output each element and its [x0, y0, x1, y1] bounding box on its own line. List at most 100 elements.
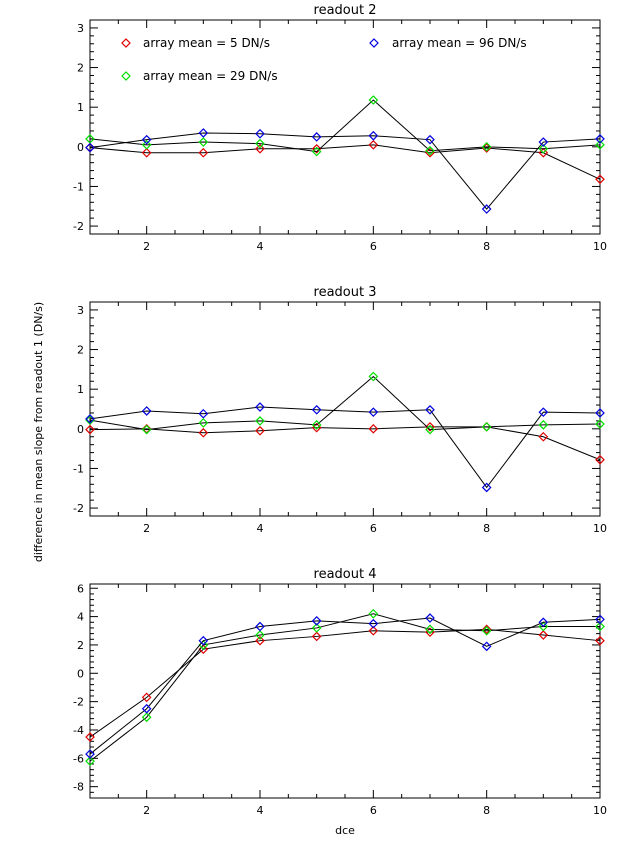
- data-point: [538, 630, 549, 640]
- data-point: [481, 625, 492, 636]
- data-point: [425, 134, 435, 145]
- legend-item-96dns: array mean = 96 DN/s: [369, 36, 527, 50]
- plot-frame: [89, 19, 601, 235]
- y-tick-label: -2: [73, 220, 84, 233]
- series-line: [89, 426, 601, 461]
- data-point: [198, 427, 209, 438]
- data-point: [255, 635, 265, 646]
- x-tick-label: 6: [370, 804, 377, 817]
- data-point: [85, 414, 95, 424]
- data-point: [311, 615, 322, 626]
- data-point: [368, 95, 379, 105]
- series-line: [89, 99, 601, 153]
- x-tick-label: 6: [370, 240, 377, 253]
- data-point: [255, 425, 265, 436]
- data-point: [141, 692, 152, 703]
- data-point: [368, 130, 379, 141]
- data-point: [311, 143, 322, 154]
- data-point: [538, 621, 549, 632]
- x-tick-label: 2: [143, 522, 150, 535]
- x-tick-label: 10: [593, 804, 607, 817]
- data-point: [255, 630, 265, 640]
- y-tick-label: 4: [77, 611, 84, 624]
- data-point: [481, 204, 492, 214]
- series-line: [89, 406, 601, 489]
- data-point: [538, 137, 549, 147]
- data-point: [198, 137, 209, 147]
- legend-item-29dns: array mean = 29 DN/s: [121, 69, 278, 83]
- data-point: [368, 618, 379, 629]
- y-tick-label: 3: [77, 304, 84, 317]
- data-point: [311, 631, 322, 642]
- series-line: [89, 628, 601, 738]
- data-point: [595, 621, 605, 632]
- legend-marker-96dns: [369, 38, 379, 48]
- y-tick-label: 2: [77, 639, 84, 652]
- data-point: [85, 732, 95, 742]
- legend-marker-29dns: [121, 71, 131, 81]
- panel-3: readout 3 2 4 6 8 10 -2 -1 0 1 2 3: [73, 285, 607, 535]
- x-tick-label: 6: [370, 522, 377, 535]
- legend-marker-5dns: [121, 38, 131, 48]
- data-point: [141, 406, 152, 416]
- data-point: [141, 134, 152, 145]
- legend-label-5dns: array mean = 5 DN/s: [143, 36, 270, 50]
- y-tick-label: 0: [77, 141, 84, 154]
- data-point: [368, 423, 379, 434]
- data-point: [481, 482, 492, 493]
- data-point: [538, 143, 549, 154]
- plot-frame: [89, 301, 601, 517]
- series-line: [89, 613, 600, 762]
- data-point: [141, 147, 152, 158]
- data-point: [255, 128, 265, 139]
- y-tick-label: -2: [73, 502, 84, 515]
- data-point: [595, 614, 605, 625]
- data-point: [311, 146, 322, 157]
- legend: array mean = 5 DN/s array mean = 96 DN/s…: [121, 36, 527, 83]
- x-axis-label: dce: [335, 824, 355, 837]
- y-tick-label: -2: [73, 696, 84, 709]
- data-point: [85, 142, 95, 153]
- data-point: [141, 703, 152, 714]
- data-point: [255, 138, 265, 149]
- data-point: [255, 416, 265, 426]
- data-point: [481, 421, 492, 432]
- data-point: [141, 424, 152, 435]
- series-line: [89, 132, 601, 210]
- y-tick-label: 1: [77, 383, 84, 396]
- x-tick-label: 10: [593, 522, 607, 535]
- x-tick-label: 2: [143, 240, 150, 253]
- panel-title: readout 2: [314, 3, 377, 18]
- x-tick-label: 4: [257, 240, 264, 253]
- y-tick-label: 0: [77, 667, 84, 680]
- data-point: [595, 419, 605, 429]
- data-point: [595, 635, 605, 646]
- data-point: [368, 139, 379, 150]
- y-tick-label: -4: [73, 724, 84, 737]
- data-point: [198, 635, 209, 646]
- legend-label-29dns: array mean = 29 DN/s: [143, 69, 278, 83]
- y-tick-label: 3: [77, 22, 84, 35]
- data-point: [595, 139, 605, 150]
- y-tick-label: 1: [77, 101, 84, 114]
- data-point: [198, 408, 209, 419]
- data-point: [85, 756, 95, 767]
- data-point: [198, 147, 209, 158]
- data-point: [481, 141, 492, 152]
- data-point: [85, 424, 95, 435]
- data-point: [595, 174, 605, 185]
- data-point: [255, 143, 265, 154]
- x-tick-label: 10: [593, 240, 607, 253]
- data-point: [255, 402, 265, 412]
- data-point: [595, 454, 605, 465]
- plot-frame: [89, 583, 601, 799]
- panel-title: readout 3: [314, 285, 377, 300]
- x-tick-label: 8: [483, 522, 490, 535]
- data-point: [85, 749, 95, 759]
- data-point: [198, 128, 209, 138]
- data-point: [481, 624, 492, 635]
- y-tick-label: -1: [73, 462, 84, 475]
- shared-y-axis-label: difference in mean slope from readout 1 …: [32, 302, 45, 562]
